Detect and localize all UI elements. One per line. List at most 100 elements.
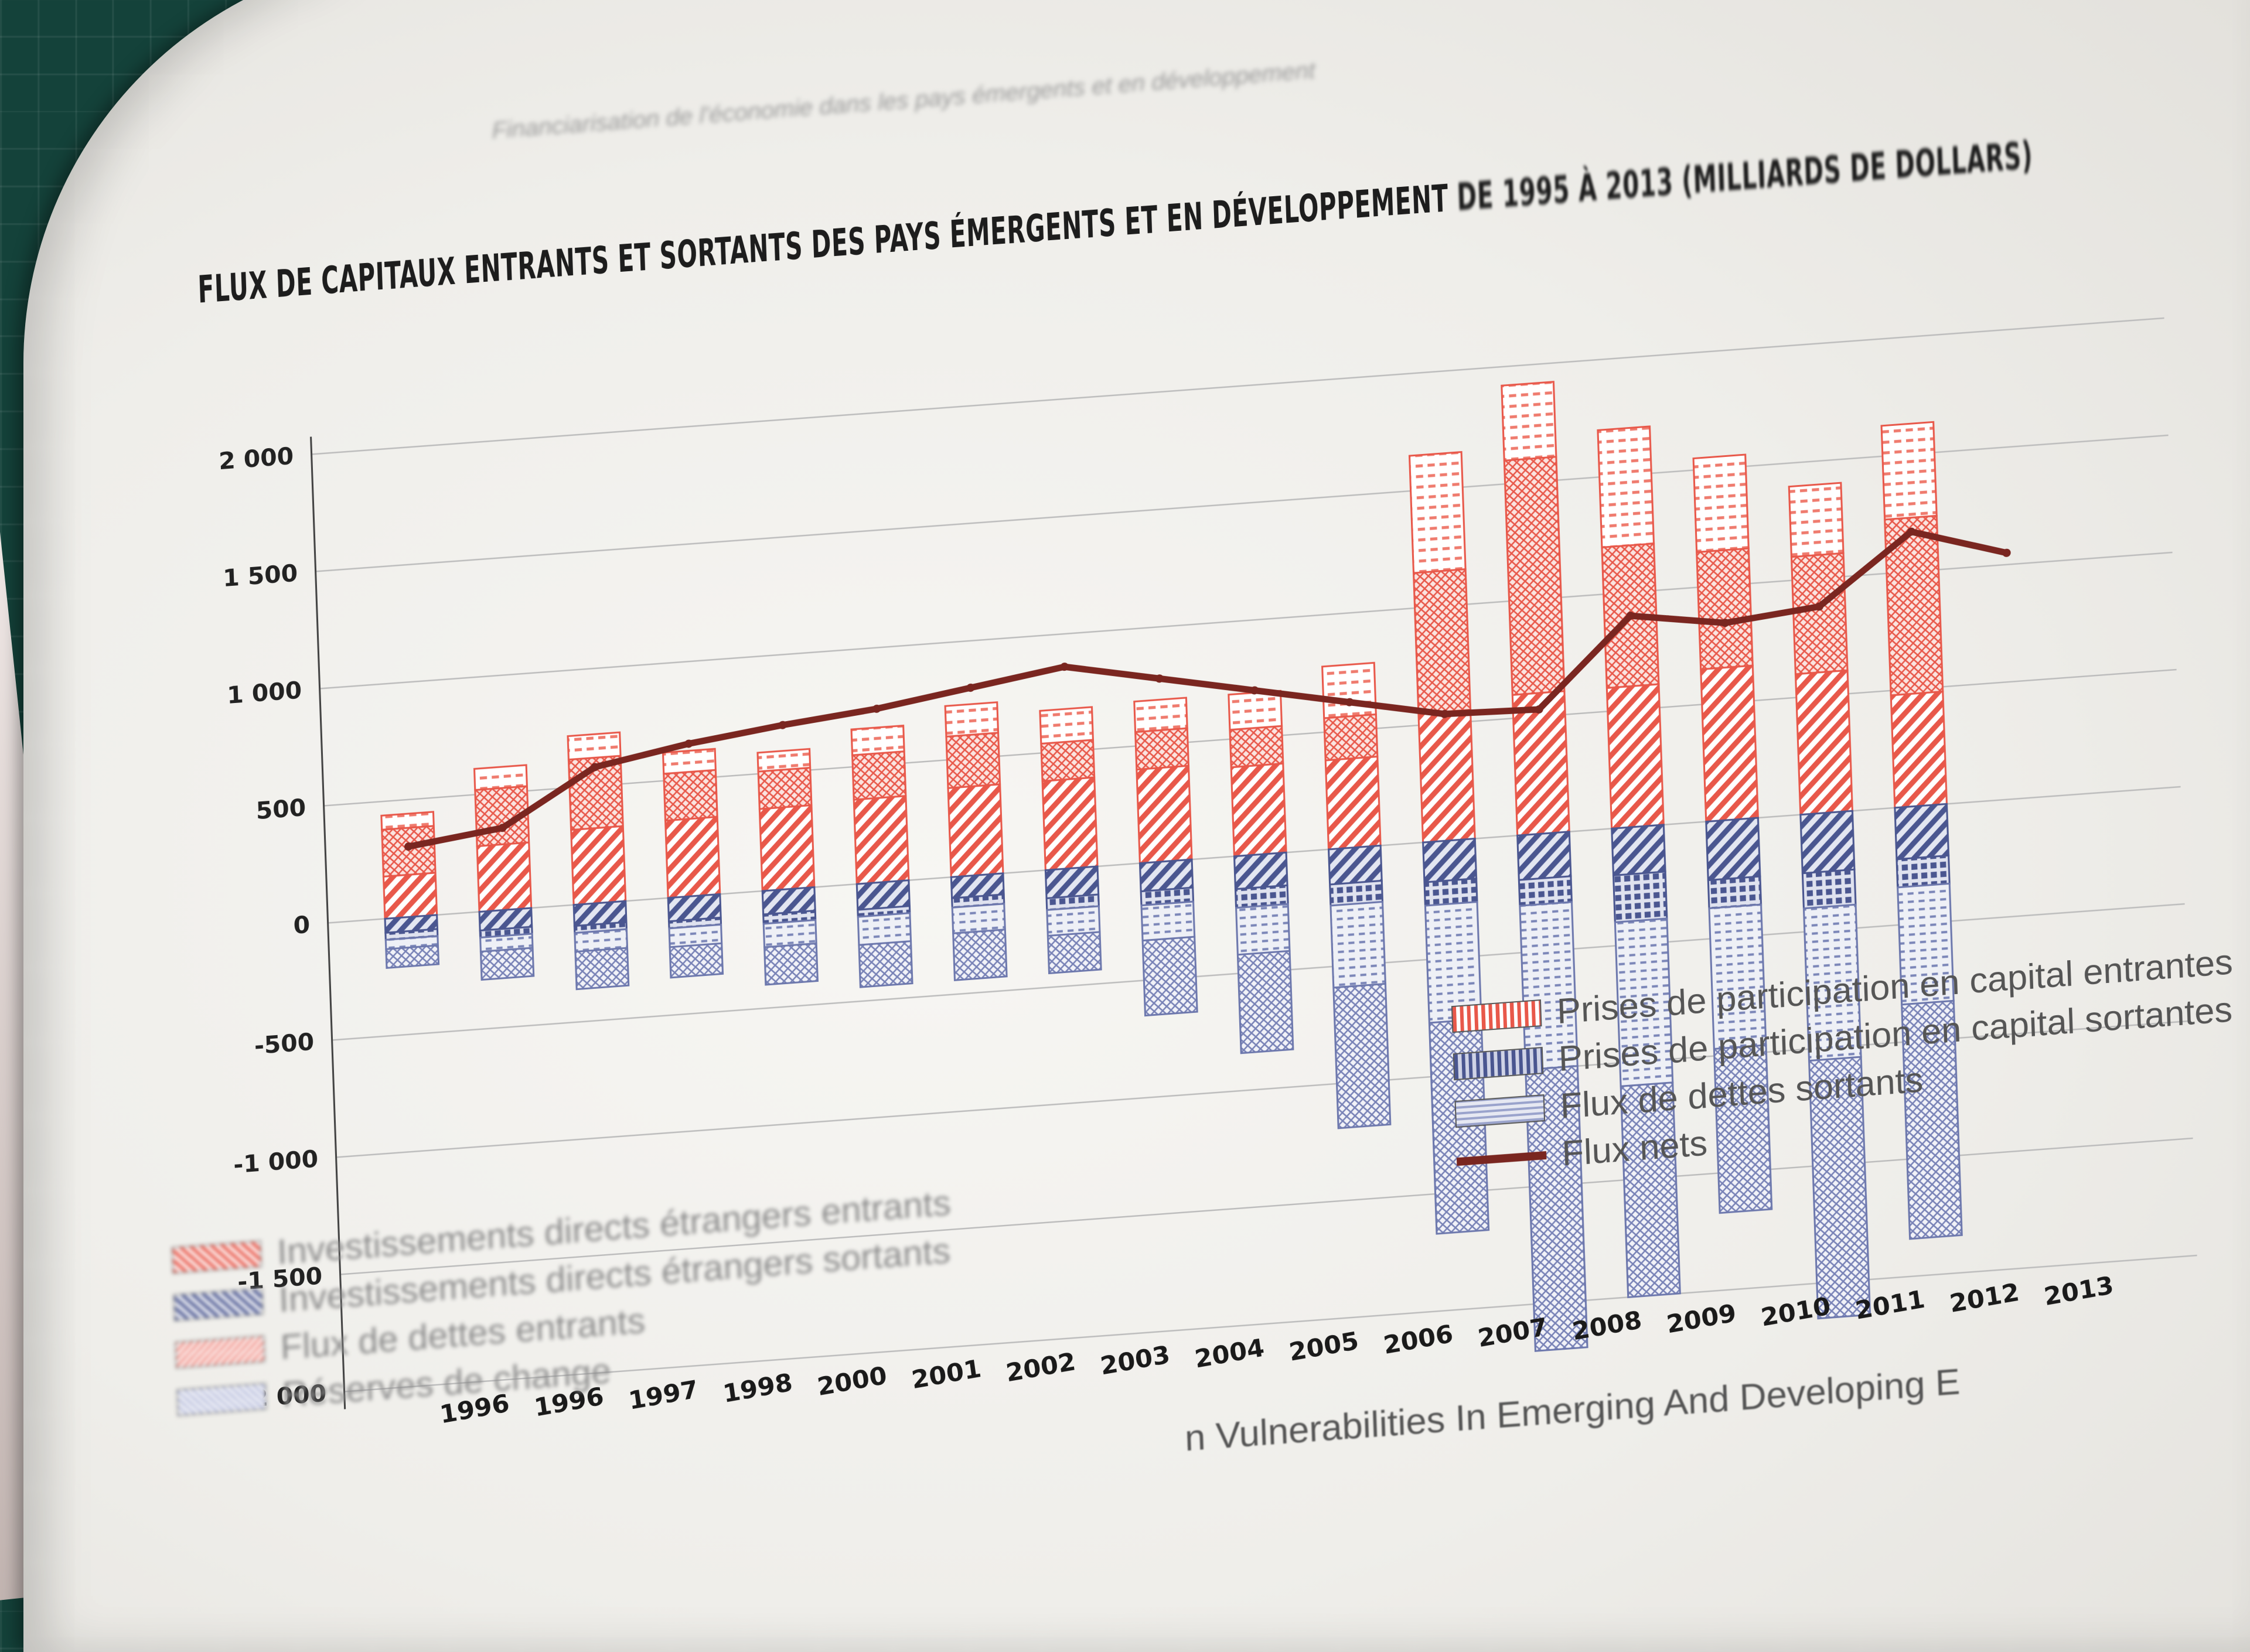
page-content: Financiarisation de l'économie dans les … [23,0,2234,1599]
net-flows-point [1440,709,1449,718]
bars [380,381,1963,1352]
bar-segment [756,748,812,773]
net-flows-point [1535,705,1543,714]
bar-segment [1046,931,1102,975]
net-flows-point [872,704,881,713]
bar-segment [1136,764,1193,865]
gridline [344,1254,2197,1392]
bar-segment [476,841,533,913]
net-flows-point [1815,602,1823,611]
y-tick-label: 1 000 [226,676,302,709]
bar-segment [1040,739,1096,783]
legend-swatch [175,1334,265,1368]
x-tick-label: 2009 [1665,1299,1738,1340]
bar-segment [1605,683,1665,830]
bar-segment [1801,868,1857,910]
bar-segment [947,783,1004,878]
x-tick-label: 2012 [1948,1278,2021,1319]
bar-segment [1890,690,1948,809]
bar-segment [664,815,721,899]
bar-segment [473,764,528,791]
bar-segment [1321,661,1377,719]
bar-segment [1228,690,1283,731]
bar-segment [1324,755,1382,851]
bar-segment [1880,421,1938,521]
bar-segment [952,929,1008,981]
bar-segment [850,724,905,756]
y-tick-label: -1 000 [233,1145,319,1179]
bar-segment [1611,824,1666,877]
bar-segment [662,748,717,775]
bar-segment [1707,875,1762,910]
bar-segment [567,731,622,761]
y-tick-label: 500 [255,793,306,825]
bar-segment [1046,905,1101,937]
gridline [311,317,2164,455]
gridline [340,1137,2193,1275]
bar-segment [1229,725,1284,769]
legend-swatch [1454,1094,1546,1128]
bar-segment [1141,936,1198,1017]
bar-segment [758,804,816,892]
gridline [319,551,2173,690]
net-flows-polyline [405,528,2010,850]
bar-segment [1230,762,1287,858]
bar-segment [382,872,438,920]
bar-segment [1140,900,1196,942]
bar-segment [1133,697,1188,733]
net-flows-point [1907,527,1915,536]
net-flows-point [591,763,599,772]
bar-segment [1327,844,1383,886]
bar-segment [1044,865,1100,900]
bar-segment [1894,803,1950,861]
bar-segment [1501,381,1557,462]
bar-segment [1790,552,1849,675]
bar-segment [944,701,1000,738]
legend-swatch [176,1382,267,1416]
y-tick-label: 2 000 [218,442,294,475]
net-flows-point [966,684,975,692]
bar-segment [1332,982,1392,1129]
legend-swatch [1453,1046,1544,1080]
bar-segment [1134,727,1190,771]
bar-segment [1705,817,1761,882]
y-axis-line [310,436,346,1409]
net-flows-point [1155,674,1164,683]
bar-segment [1620,1081,1681,1299]
bar-segment [1516,831,1572,881]
y-tick-label: -500 [254,1028,315,1060]
bar-segment [757,766,813,810]
x-tick-label: 2004 [1193,1334,1266,1374]
bar-segment [1412,568,1472,715]
bar-segment [1788,482,1845,558]
legend-swatch [171,1240,262,1274]
bar-segment [857,912,912,946]
bar-segment [858,940,913,988]
bar-segment [1700,664,1759,823]
net-flows-point [404,842,413,851]
bar-segment [1323,713,1379,762]
bar-segment [1408,450,1467,574]
bar-segment [385,944,440,969]
bar-segment [951,903,1006,934]
legend-label: Flux nets [1561,1123,1709,1174]
bar-segment [663,769,718,822]
y-tick-label: 1 500 [222,559,298,592]
bar-segment [1692,453,1750,554]
bar-segment [851,750,907,801]
bar-segment [1329,900,1386,989]
x-tick-label: 2006 [1382,1320,1455,1360]
bar-segment [1525,1065,1588,1352]
bar-segment [1799,810,1856,875]
net-flows-point [1626,612,1635,620]
bar-segment [1503,456,1566,696]
net-flows-point [1250,686,1259,695]
bar-segment [381,825,437,878]
gridline [315,434,2169,572]
bar-segment [380,811,435,831]
gridline [336,1020,2189,1158]
net-flows-point [1721,619,1730,627]
x-tick-label: 2003 [1099,1341,1172,1381]
